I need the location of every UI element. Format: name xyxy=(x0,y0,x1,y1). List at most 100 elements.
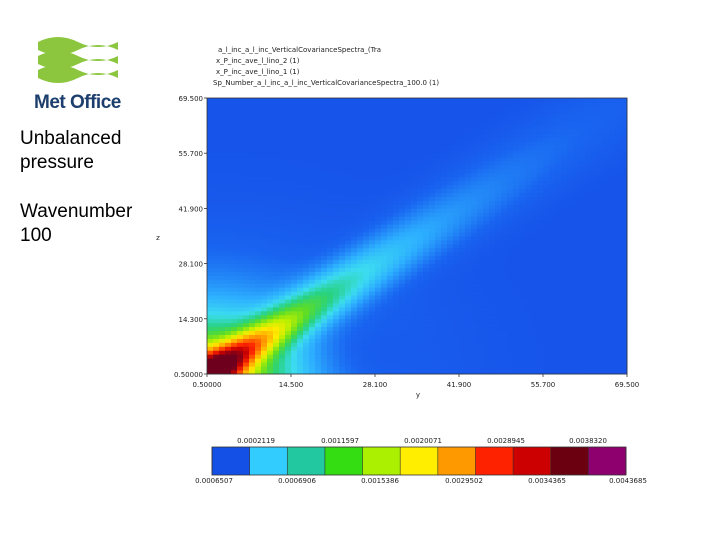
heatmap-cell xyxy=(309,303,316,308)
heatmap-cell xyxy=(231,271,238,276)
heatmap-cell xyxy=(489,279,496,284)
heatmap-cell xyxy=(381,370,388,375)
heatmap-cell xyxy=(207,247,214,253)
header-line-4: Sp_Number_a_l_inc_a_l_inc_VerticalCovari… xyxy=(213,79,439,87)
heatmap-cell xyxy=(453,287,460,292)
variable-title: Unbalanced pressure xyxy=(20,127,121,175)
heatmap-cell xyxy=(249,224,256,229)
heatmap-cell xyxy=(621,129,628,134)
heatmap-cell xyxy=(255,322,262,328)
heatmap-cell xyxy=(225,310,232,316)
heatmap-cell xyxy=(495,236,502,241)
heatmap-cell xyxy=(537,101,544,107)
heatmap-cell xyxy=(327,255,334,261)
heatmap-cell xyxy=(489,168,496,174)
heatmap-cell xyxy=(261,184,268,190)
heatmap-cell xyxy=(447,263,454,268)
heatmap-cell xyxy=(543,263,550,268)
heatmap-cell xyxy=(603,145,610,150)
heatmap-cell xyxy=(243,287,250,292)
heatmap-cell xyxy=(267,165,274,170)
heatmap-cell xyxy=(531,358,538,363)
heatmap-cell xyxy=(273,184,280,190)
heatmap-cell xyxy=(555,157,562,162)
heatmap-cell xyxy=(309,338,316,343)
heatmap-cell xyxy=(261,228,268,233)
y-tick-label: 0.50000 xyxy=(174,371,203,379)
heatmap-cell xyxy=(381,184,388,190)
heatmap-cell xyxy=(231,306,238,312)
heatmap-cell xyxy=(585,105,592,111)
heatmap-cell xyxy=(555,247,562,253)
heatmap-cell xyxy=(447,165,454,170)
heatmap-cell xyxy=(549,358,556,363)
variable-line-2: pressure xyxy=(20,152,94,173)
heatmap-cell xyxy=(387,161,394,166)
heatmap-cell xyxy=(561,275,568,280)
heatmap-cell xyxy=(513,141,520,146)
heatmap-cell xyxy=(441,362,448,367)
heatmap-cell xyxy=(417,350,424,355)
heatmap-cell xyxy=(219,125,226,130)
heatmap-cell xyxy=(495,224,502,229)
heatmap-cell xyxy=(525,338,532,343)
heatmap-cell xyxy=(591,109,598,115)
heatmap-cell xyxy=(297,251,304,257)
heatmap-cell xyxy=(591,117,598,123)
heatmap-cell xyxy=(417,330,424,335)
heatmap-cell xyxy=(315,330,322,335)
heatmap-cell xyxy=(477,334,484,339)
heatmap-cell xyxy=(453,200,460,205)
heatmap-cell xyxy=(273,263,280,268)
heatmap-cell xyxy=(495,184,502,190)
heatmap-cell xyxy=(261,192,268,197)
heatmap-cell xyxy=(561,310,568,316)
heatmap-cell xyxy=(399,283,406,288)
heatmap-cell xyxy=(243,129,250,134)
heatmap-cell xyxy=(585,271,592,276)
heatmap-cell xyxy=(567,279,574,284)
heatmap-cell xyxy=(543,184,550,190)
header-line-2: x_P_inc_ave_l_lino_2 (1) xyxy=(216,57,300,65)
heatmap-cell xyxy=(375,105,382,111)
heatmap-cell xyxy=(417,358,424,363)
heatmap-cell xyxy=(549,263,556,268)
heatmap-cell xyxy=(489,287,496,292)
heatmap-cell xyxy=(465,180,472,186)
heatmap-cell xyxy=(345,133,352,138)
heatmap-cell xyxy=(621,224,628,229)
heatmap-cell xyxy=(273,172,280,178)
heatmap-cell xyxy=(231,287,238,292)
heatmap-cell xyxy=(381,220,388,225)
heatmap-cell xyxy=(489,358,496,363)
heatmap-cell xyxy=(471,275,478,280)
heatmap-cell xyxy=(273,271,280,276)
heatmap-cell xyxy=(435,354,442,359)
heatmap-cell xyxy=(513,157,520,162)
heatmap-cell xyxy=(321,224,328,229)
heatmap-cell xyxy=(471,129,478,134)
heatmap-cell xyxy=(339,279,346,284)
heatmap-cell xyxy=(543,322,550,328)
heatmap-cell xyxy=(555,192,562,197)
heatmap-cell xyxy=(333,232,340,237)
heatmap-cell xyxy=(387,346,394,351)
heatmap-cell xyxy=(609,188,616,194)
heatmap-cell xyxy=(501,310,508,316)
heatmap-cell xyxy=(513,299,520,304)
heatmap-cell xyxy=(555,228,562,233)
heatmap-cell xyxy=(573,342,580,347)
heatmap-cell xyxy=(561,322,568,328)
heatmap-cell xyxy=(615,220,622,225)
heatmap-cell xyxy=(579,212,586,217)
heatmap-cell xyxy=(531,165,538,170)
heatmap-cell xyxy=(555,109,562,115)
heatmap-cell xyxy=(483,176,490,182)
heatmap-cell xyxy=(621,157,628,162)
heatmap-cell xyxy=(321,251,328,257)
heatmap-cell xyxy=(585,366,592,371)
heatmap-cell xyxy=(303,172,310,178)
heatmap-cell xyxy=(303,141,310,146)
heatmap-cell xyxy=(459,236,466,241)
heatmap-cell xyxy=(375,243,382,249)
